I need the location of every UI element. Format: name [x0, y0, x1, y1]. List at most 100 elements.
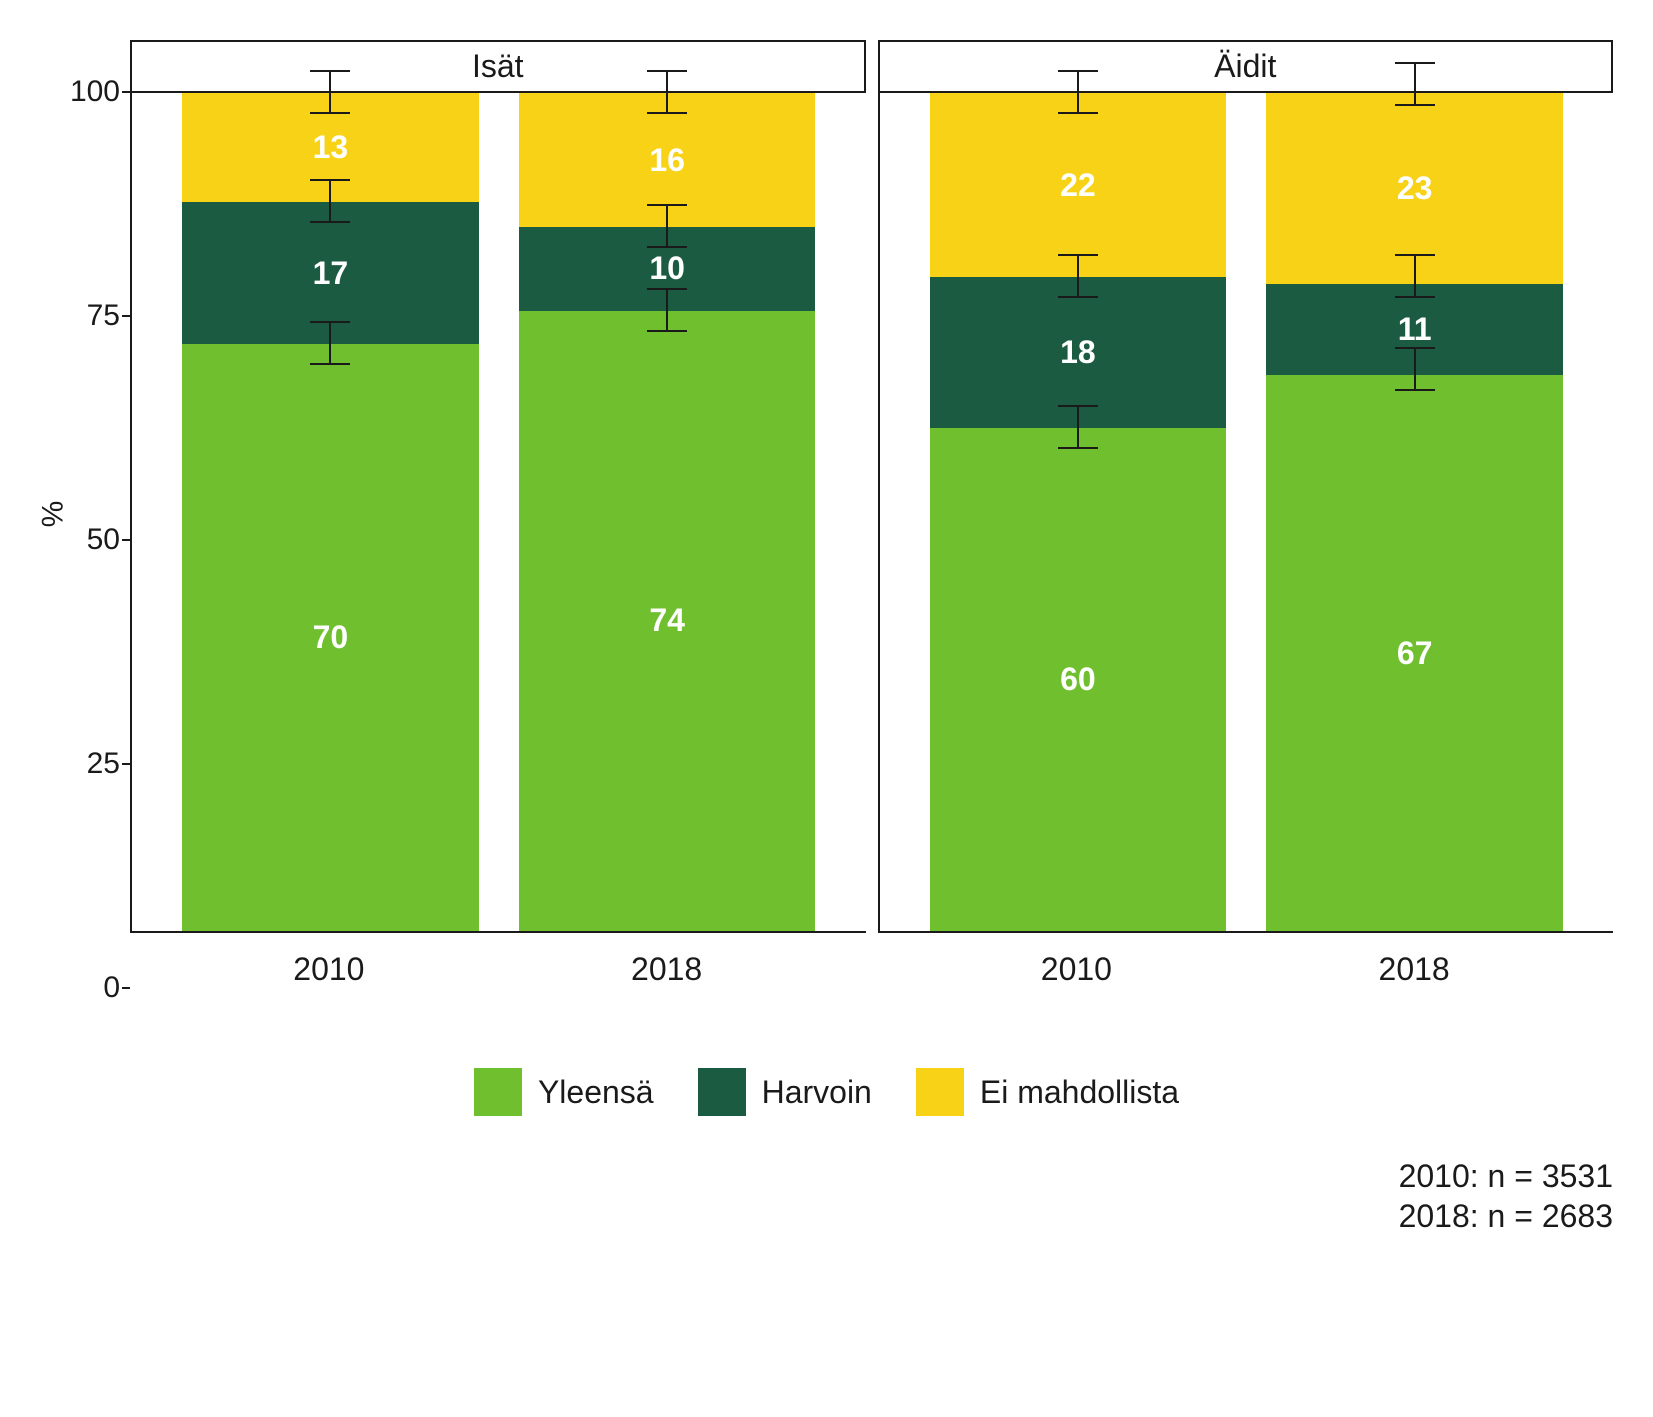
error-cap [647, 70, 687, 72]
x-labels: 2010 2018 [130, 933, 866, 988]
error-cap [647, 288, 687, 290]
segment-value: 74 [649, 602, 685, 639]
segment-value: 18 [1060, 334, 1096, 371]
legend-item: Harvoin [698, 1068, 872, 1116]
segment-value: 67 [1397, 635, 1433, 672]
error-bar [1077, 72, 1079, 114]
bar: 70 17 13 [182, 93, 478, 931]
error-bar [666, 290, 668, 332]
legend-label: Harvoin [762, 1074, 872, 1111]
bar-stack: 74 10 16 [519, 93, 815, 931]
y-tick-label: 25 [87, 747, 120, 781]
error-cap [310, 70, 350, 72]
y-tick-label: 50 [87, 523, 120, 557]
y-tick-label: 75 [87, 299, 120, 333]
segment-value: 17 [313, 255, 349, 292]
error-cap [1058, 447, 1098, 449]
footnote-line: 2018: n = 2683 [40, 1196, 1613, 1236]
legend-swatch [474, 1068, 522, 1116]
x-labels: 2010 2018 [878, 933, 1614, 988]
error-cap [310, 363, 350, 365]
error-cap [310, 179, 350, 181]
y-tick-mark [122, 539, 130, 541]
error-cap [310, 221, 350, 223]
error-bar [1077, 256, 1079, 298]
error-bar [1414, 349, 1416, 391]
y-tick-label: 0 [103, 971, 120, 1005]
y-ticks: 0255075100 [40, 92, 130, 988]
y-axis: % 0255075100 [40, 40, 130, 988]
error-cap [1058, 296, 1098, 298]
plot-area: 70 17 13 74 10 16 [130, 93, 866, 933]
y-tick-mark [122, 315, 130, 317]
segment-value: 60 [1060, 661, 1096, 698]
error-cap [1395, 254, 1435, 256]
panels-row: % 0255075100 Isät70171374101620102018Äid… [40, 40, 1613, 988]
legend-item: Yleensä [474, 1068, 654, 1116]
error-cap [647, 112, 687, 114]
legend-swatch [916, 1068, 964, 1116]
segment-value: 16 [649, 142, 685, 179]
y-tick-mark [122, 987, 130, 989]
legend-label: Ei mahdollista [980, 1074, 1179, 1111]
footnote: 2010: n = 3531 2018: n = 2683 [40, 1156, 1613, 1236]
segment-yleensa: 60 [930, 428, 1226, 931]
stacked-bar-chart: % 0255075100 Isät70171374101620102018Äid… [40, 40, 1613, 1236]
error-cap [1395, 104, 1435, 106]
segment-yleensa: 67 [1266, 375, 1562, 931]
segment-ei_mahdollista: 22 [930, 93, 1226, 277]
error-cap [1395, 389, 1435, 391]
error-cap [1058, 112, 1098, 114]
x-label: 2010 [928, 951, 1225, 988]
legend-label: Yleensä [538, 1074, 654, 1111]
x-label: 2018 [518, 951, 815, 988]
error-cap [1395, 296, 1435, 298]
bar: 74 10 16 [519, 93, 815, 931]
segment-yleensa: 74 [519, 311, 815, 931]
error-bar [1077, 407, 1079, 449]
panel-title: Isät [130, 40, 866, 93]
panel: Äidit 60 18 22 67 11 23 2010 2018 [878, 40, 1614, 988]
bar-stack: 67 11 23 [1266, 93, 1562, 931]
error-bar [329, 72, 331, 114]
legend-item: Ei mahdollista [916, 1068, 1179, 1116]
panel-title: Äidit [878, 40, 1614, 93]
segment-value: 23 [1397, 170, 1433, 207]
y-tick-mark [122, 91, 130, 93]
error-bar [666, 206, 668, 248]
footnote-line: 2010: n = 3531 [40, 1156, 1613, 1196]
error-bar [1414, 256, 1416, 298]
segment-value: 11 [1398, 311, 1432, 348]
bar: 60 18 22 [930, 93, 1226, 931]
bar-stack: 60 18 22 [930, 93, 1226, 931]
error-bar [666, 72, 668, 114]
y-tick-mark [122, 763, 130, 765]
legend-swatch [698, 1068, 746, 1116]
error-cap [310, 112, 350, 114]
segment-value: 70 [313, 619, 349, 656]
panels-host: Isät70171374101620102018Äidit60182267112… [130, 40, 1613, 988]
error-bar [329, 181, 331, 223]
y-tick-label: 100 [70, 75, 120, 109]
error-bar [1414, 64, 1416, 106]
bar-stack: 70 17 13 [182, 93, 478, 931]
error-cap [1058, 70, 1098, 72]
segment-value: 22 [1060, 167, 1096, 204]
error-cap [647, 204, 687, 206]
error-cap [1395, 62, 1435, 64]
error-cap [647, 330, 687, 332]
error-cap [647, 246, 687, 248]
error-cap [310, 321, 350, 323]
error-bar [329, 323, 331, 365]
bar: 67 11 23 [1266, 93, 1562, 931]
segment-yleensa: 70 [182, 344, 478, 931]
segment-value: 10 [649, 250, 685, 287]
x-label: 2010 [180, 951, 477, 988]
x-label: 2018 [1266, 951, 1563, 988]
plot-area: 60 18 22 67 11 23 [878, 93, 1614, 933]
panel: Isät 70 17 13 74 10 16 2010 2018 [130, 40, 866, 988]
error-cap [1395, 347, 1435, 349]
segment-value: 13 [313, 129, 349, 166]
error-cap [1058, 254, 1098, 256]
legend: Yleensä Harvoin Ei mahdollista [40, 1068, 1613, 1116]
